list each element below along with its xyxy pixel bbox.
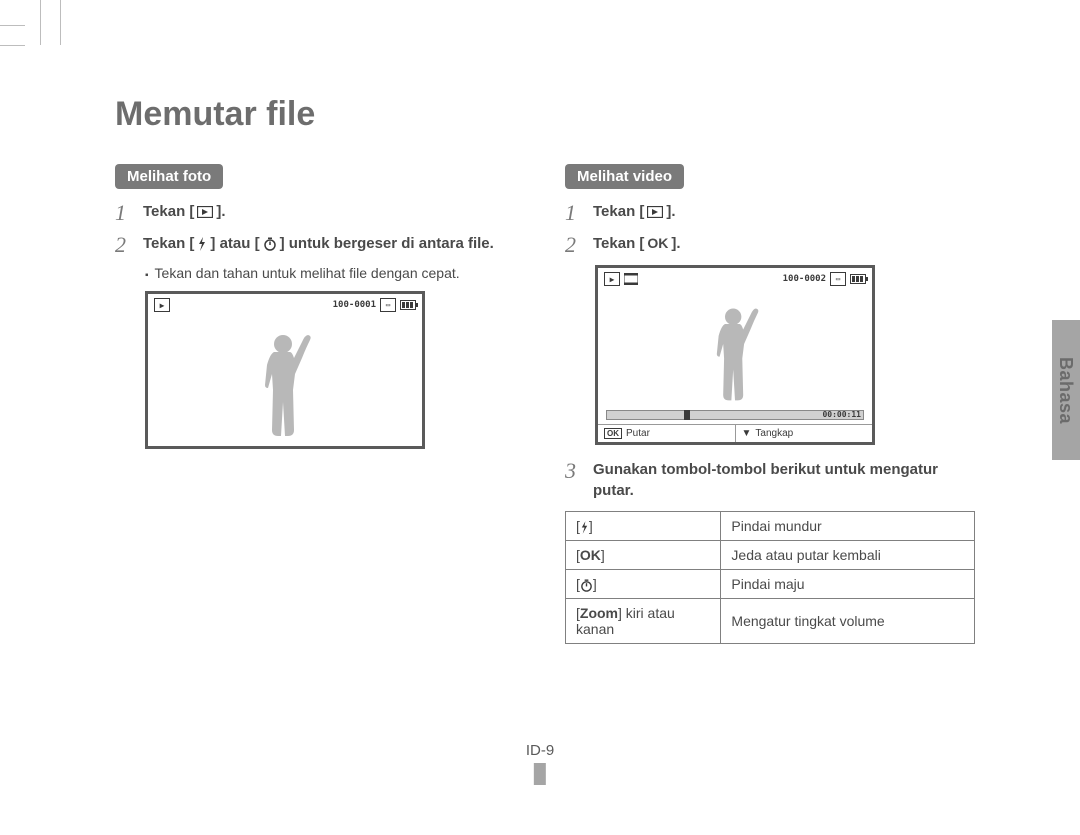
table-row: [Zoom] kiri atau kanan Mengatur tingkat … bbox=[566, 599, 975, 644]
step-number: 1 bbox=[115, 201, 143, 225]
control-desc: Pindai maju bbox=[721, 570, 975, 599]
flash-icon bbox=[197, 237, 207, 251]
left-sub-bullet: Tekan dan tahan untuk melihat file denga… bbox=[145, 265, 525, 281]
step-number: 2 bbox=[115, 233, 143, 257]
timer-icon bbox=[580, 579, 593, 592]
control-key: [Zoom] kiri atau kanan bbox=[566, 599, 721, 644]
memory-icon: ▭ bbox=[380, 298, 396, 312]
section-header-photos: Melihat foto bbox=[115, 164, 223, 189]
flash-icon bbox=[580, 521, 589, 534]
battery-icon bbox=[400, 300, 416, 310]
step-number: 2 bbox=[565, 233, 593, 257]
film-icon bbox=[624, 273, 638, 285]
lcd-video-preview: ▶ 100-0002 ▭ bbox=[595, 265, 875, 445]
video-progress-bar: 00:00:11 bbox=[606, 410, 864, 420]
section-header-video: Melihat video bbox=[565, 164, 684, 189]
step-number: 3 bbox=[565, 459, 593, 483]
person-silhouette bbox=[700, 304, 770, 404]
timer-icon bbox=[263, 237, 277, 251]
person-silhouette bbox=[250, 330, 320, 440]
file-counter: 100-0001 bbox=[333, 300, 376, 310]
step-number: 1 bbox=[565, 201, 593, 225]
control-desc: Mengatur tingkat volume bbox=[721, 599, 975, 644]
table-row: [] Pindai mundur bbox=[566, 512, 975, 541]
lcd-photo-preview: ▶ 100-0001 ▭ bbox=[145, 291, 425, 449]
control-key: [OK] bbox=[566, 541, 721, 570]
sidebar-tab: Bahasa bbox=[1052, 320, 1080, 460]
control-desc: Jeda atau putar kembali bbox=[721, 541, 975, 570]
left-step-1: 1 Tekan [ ]. bbox=[115, 201, 525, 225]
page-title: Memutar file bbox=[115, 95, 975, 134]
left-column: Melihat foto 1 Tekan [ ]. 2 Tekan [ ] at… bbox=[115, 164, 525, 644]
table-row: [OK] Jeda atau putar kembali bbox=[566, 541, 975, 570]
lcd-softkey-play: OKPutar bbox=[598, 425, 736, 442]
table-row: [] Pindai maju bbox=[566, 570, 975, 599]
controls-table: [] Pindai mundur [OK] Jeda atau putar ke… bbox=[565, 511, 975, 644]
video-time: 00:00:11 bbox=[822, 410, 861, 419]
page-number: ID-9 bbox=[526, 742, 554, 785]
control-key: [] bbox=[566, 570, 721, 599]
control-desc: Pindai mundur bbox=[721, 512, 975, 541]
lcd-softkey-capture: ▼Tangkap bbox=[736, 425, 873, 442]
sidebar-label: Bahasa bbox=[1056, 356, 1077, 423]
file-counter: 100-0002 bbox=[783, 274, 826, 284]
play-mode-icon: ▶ bbox=[604, 272, 620, 286]
playback-icon bbox=[647, 206, 663, 218]
right-step-1: 1 Tekan [ ]. bbox=[565, 201, 975, 225]
playback-icon bbox=[197, 206, 213, 218]
play-mode-icon: ▶ bbox=[154, 298, 170, 312]
memory-icon: ▭ bbox=[830, 272, 846, 286]
control-key: [] bbox=[566, 512, 721, 541]
right-step-3: 3 Gunakan tombol-tombol berikut untuk me… bbox=[565, 459, 975, 501]
ok-icon: OK bbox=[647, 234, 668, 254]
left-step-2: 2 Tekan [ ] atau [ ] untuk bergeser di a… bbox=[115, 233, 525, 257]
battery-icon bbox=[850, 274, 866, 284]
right-step-2: 2 Tekan [ OK ]. bbox=[565, 233, 975, 257]
right-column: Melihat video 1 Tekan [ ]. 2 Tekan [ OK … bbox=[565, 164, 975, 644]
